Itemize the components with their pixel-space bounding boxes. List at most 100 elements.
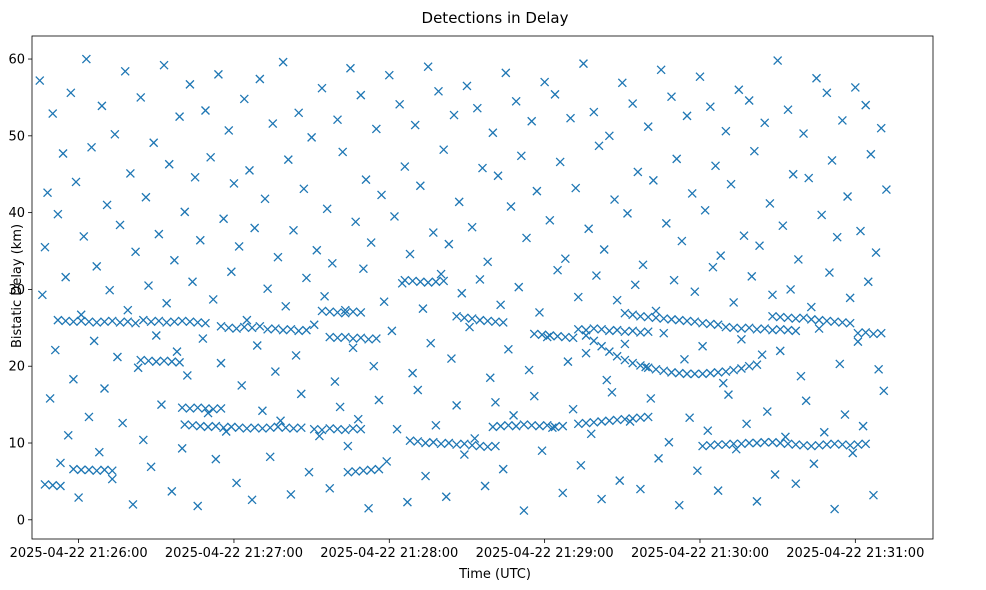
data-point <box>503 420 513 430</box>
data-point <box>511 96 521 106</box>
data-point <box>340 308 350 318</box>
data-point <box>571 183 581 193</box>
data-point <box>796 371 806 381</box>
data-point <box>273 422 283 432</box>
data-point <box>68 464 78 474</box>
data-point <box>503 344 513 354</box>
data-point <box>656 65 666 75</box>
data-point <box>379 297 389 307</box>
data-point <box>762 407 772 416</box>
data-point <box>151 357 161 367</box>
data-point <box>185 403 195 413</box>
data-point <box>568 404 578 414</box>
data-point <box>43 188 52 198</box>
data-point <box>501 68 511 78</box>
data-point <box>817 210 827 220</box>
data-point <box>423 62 433 72</box>
data-point <box>120 66 130 76</box>
data-point <box>340 305 350 315</box>
data-point <box>382 456 392 466</box>
x-axis-label: Time (UTC) <box>458 567 531 582</box>
data-point <box>221 427 231 436</box>
data-point <box>92 261 102 271</box>
data-point <box>729 323 739 333</box>
data-point <box>819 427 829 437</box>
data-point <box>850 82 860 92</box>
data-point <box>397 278 407 288</box>
data-point <box>265 452 275 462</box>
data-point <box>317 306 327 316</box>
data-point <box>180 420 190 430</box>
data-point <box>529 391 539 401</box>
data-point <box>778 221 788 231</box>
data-point <box>690 369 700 379</box>
data-point <box>195 235 205 245</box>
data-point <box>234 241 244 251</box>
data-point <box>711 161 720 171</box>
data-point <box>395 99 405 109</box>
data-point <box>252 341 262 350</box>
data-point <box>659 366 669 376</box>
data-point <box>752 324 762 334</box>
data-point <box>441 492 451 502</box>
data-point <box>79 231 89 241</box>
data-point <box>705 102 715 112</box>
data-point <box>514 282 524 292</box>
data-point <box>343 467 353 477</box>
data-point <box>620 355 630 365</box>
data-point <box>472 103 482 113</box>
data-point <box>535 307 544 317</box>
data-point <box>188 277 197 287</box>
data-point <box>713 367 723 377</box>
data-point <box>827 155 837 165</box>
data-point <box>172 347 182 357</box>
plot-frame <box>31 35 934 540</box>
data-point <box>708 262 718 272</box>
data-point <box>309 424 319 434</box>
data-point <box>156 400 166 410</box>
data-point <box>664 437 674 447</box>
data-point <box>66 88 76 98</box>
data-point <box>276 416 286 426</box>
data-point <box>283 155 293 165</box>
data-point <box>739 231 749 241</box>
data-point <box>783 439 793 449</box>
data-point <box>768 311 777 321</box>
data-point <box>573 324 583 334</box>
data-point <box>597 324 607 334</box>
data-point <box>219 214 229 224</box>
data-point <box>366 238 376 248</box>
data-point <box>768 437 777 447</box>
data-point <box>203 408 213 418</box>
data-point <box>185 317 195 327</box>
data-point <box>193 501 203 511</box>
data-point <box>550 422 560 432</box>
data-point <box>76 465 86 475</box>
data-point <box>245 165 254 175</box>
data-point <box>542 332 552 342</box>
data-point <box>333 333 342 343</box>
data-point <box>351 217 361 227</box>
data-point <box>654 453 664 463</box>
data-point <box>566 113 575 123</box>
data-point <box>804 173 814 183</box>
data-point <box>201 106 210 115</box>
data-point <box>726 179 736 189</box>
data-point <box>358 466 368 476</box>
data-point <box>131 318 141 328</box>
data-point <box>216 403 226 413</box>
data-point <box>635 311 645 321</box>
data-point <box>405 436 415 446</box>
data-point <box>100 465 109 475</box>
data-point <box>452 311 462 321</box>
data-point <box>467 314 477 324</box>
data-point <box>149 138 159 148</box>
data-point <box>679 354 689 364</box>
data-point <box>454 197 464 207</box>
data-point <box>175 357 185 367</box>
data-point <box>493 171 503 181</box>
data-point <box>677 236 687 246</box>
data-point <box>71 177 81 187</box>
data-point <box>74 493 84 502</box>
data-point <box>755 241 764 251</box>
